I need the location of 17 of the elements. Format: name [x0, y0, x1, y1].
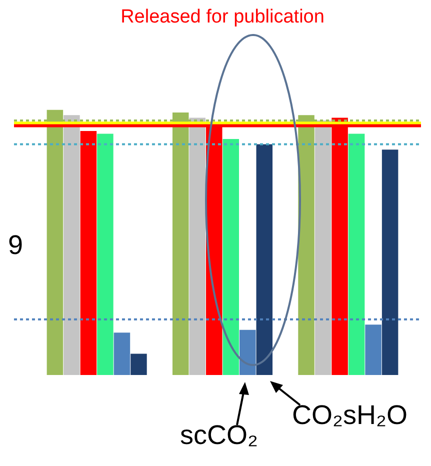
bar — [189, 118, 206, 375]
bar — [130, 354, 147, 375]
bar — [80, 131, 97, 375]
bar — [222, 139, 240, 375]
bar — [64, 115, 80, 375]
bar — [256, 144, 273, 375]
text: CO₂sH₂O — [292, 400, 408, 431]
bar — [97, 134, 114, 375]
text: scCO₂ — [180, 420, 258, 451]
bar — [314, 120, 332, 375]
annotation: 9 — [8, 230, 24, 261]
chart-title: Released for publication — [120, 6, 324, 28]
bar — [114, 332, 130, 375]
bar — [382, 150, 398, 375]
bar — [365, 324, 382, 375]
bar — [240, 330, 256, 375]
bar — [348, 134, 365, 375]
